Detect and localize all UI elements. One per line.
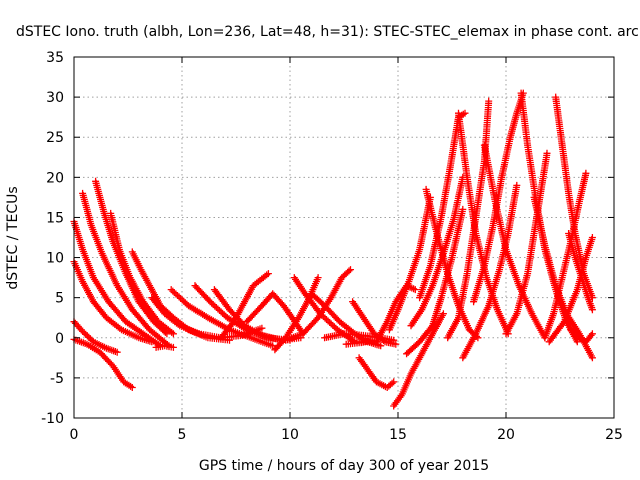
y-tick-label: 30 xyxy=(46,90,64,106)
data-series xyxy=(342,336,376,348)
data-series xyxy=(79,189,173,350)
plot-frame xyxy=(73,56,615,419)
x-tick-label: 25 xyxy=(605,427,623,443)
data-point-markers xyxy=(167,286,277,350)
x-axis-label: GPS time / hours of day 300 of year 2015 xyxy=(199,458,489,474)
y-tick-label: 10 xyxy=(46,251,64,267)
data-point-markers xyxy=(480,141,549,342)
data-point-markers xyxy=(552,93,596,302)
y-tick-label: 35 xyxy=(46,50,64,66)
data-point-markers xyxy=(407,173,467,330)
axes xyxy=(73,56,615,419)
data-series xyxy=(407,173,467,330)
y-tick-label: 20 xyxy=(46,170,64,186)
data-point-markers xyxy=(342,336,376,348)
data-series xyxy=(403,205,467,358)
data-series xyxy=(243,290,307,338)
y-axis-label: dSTEC / TECUs xyxy=(5,186,21,289)
y-tick-label: 0 xyxy=(55,331,64,347)
data-point-markers xyxy=(271,274,322,354)
data-point-markers xyxy=(390,310,447,410)
data-point-markers xyxy=(565,230,596,314)
data-series xyxy=(107,209,177,338)
data-series xyxy=(167,286,277,350)
y-tick-label: -10 xyxy=(41,411,64,427)
data-point-markers xyxy=(385,193,434,334)
data-series xyxy=(271,274,322,354)
data-series xyxy=(480,141,549,342)
tick-labels: 0 5 10 15 20 25 -10 -5 0 5 10 15 20 25 30 35 xyxy=(41,50,623,443)
data-series xyxy=(552,93,596,302)
y-tick-label: -5 xyxy=(50,371,64,387)
x-tick-label: 5 xyxy=(178,427,187,443)
data-point-markers xyxy=(217,270,272,342)
data-series xyxy=(567,326,596,346)
x-tick-label: 10 xyxy=(281,427,299,443)
data-series xyxy=(152,342,177,351)
data-markers xyxy=(70,89,596,410)
data-point-markers xyxy=(403,205,467,358)
data-point-markers xyxy=(79,189,173,350)
y-tick-label: 25 xyxy=(46,130,64,146)
chart-title: dSTEC Iono. truth (albh, Lon=236, Lat=48… xyxy=(16,24,639,40)
data-point-markers xyxy=(355,354,398,391)
data-point-markers xyxy=(243,290,307,338)
data-series xyxy=(355,354,398,391)
data-point-markers xyxy=(152,342,177,351)
x-tick-label: 20 xyxy=(497,427,515,443)
x-tick-label: 0 xyxy=(70,427,79,443)
y-tick-label: 15 xyxy=(46,210,64,226)
data-series xyxy=(385,193,434,334)
data-series xyxy=(390,310,447,410)
data-series xyxy=(565,230,596,314)
data-point-markers xyxy=(107,209,177,338)
data-point-markers xyxy=(567,326,596,346)
data-series xyxy=(217,270,272,342)
y-tick-label: 5 xyxy=(55,291,64,307)
data-series xyxy=(444,97,493,342)
data-point-markers xyxy=(444,97,493,342)
x-tick-label: 15 xyxy=(389,427,407,443)
